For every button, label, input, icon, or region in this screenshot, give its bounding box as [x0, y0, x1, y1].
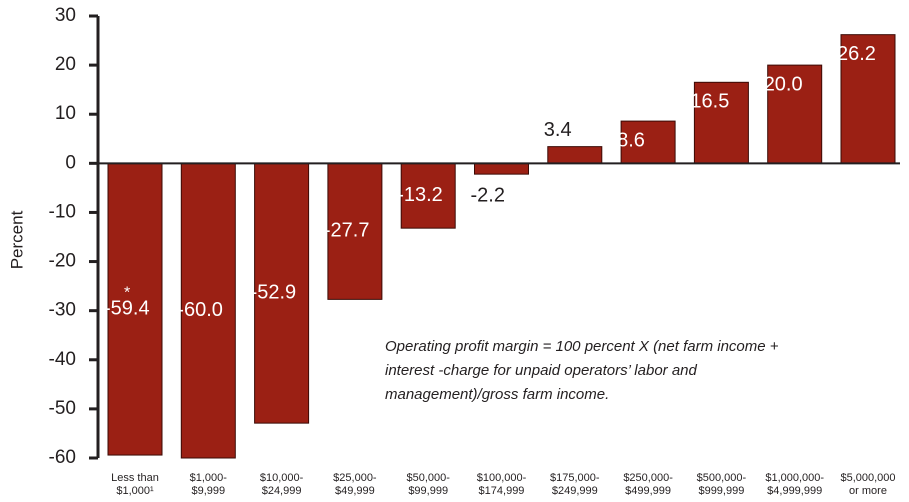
x-tick-label: $999,999: [698, 485, 744, 497]
x-tick-label: $50,000-: [406, 472, 450, 484]
bar: [547, 146, 603, 164]
x-tick-label: Less than: [111, 472, 159, 484]
annotation: management)/gross farm income.: [385, 386, 609, 403]
bar: [474, 162, 529, 175]
x-tick-label: $99,999: [408, 485, 448, 497]
value-label: -13.2: [397, 184, 443, 206]
bar: [693, 81, 749, 164]
bar: [620, 120, 676, 164]
x-tick-label: $175,000-: [550, 472, 600, 484]
x-tick-label: $1,000¹: [116, 485, 154, 497]
x-tick-label: $174,999: [479, 485, 525, 497]
y-tick-label: -20: [49, 251, 76, 272]
value-label: 8.6: [617, 129, 645, 151]
x-tick-label: $25,000-: [333, 472, 377, 484]
bar: [840, 34, 896, 164]
x-tick-label: $24,999: [262, 485, 302, 497]
value-label: -60.0: [177, 299, 223, 321]
value-label: 26.2: [837, 43, 876, 65]
value-label: -59.4: [104, 297, 150, 319]
x-tick-label: $100,000-: [477, 472, 527, 484]
value-label: -2.2: [471, 184, 505, 206]
x-tick-label: $249,999: [552, 485, 598, 497]
annotation: interest -charge for unpaid operators’ l…: [385, 362, 698, 379]
value-label: -52.9: [251, 282, 297, 304]
y-tick-label: 20: [55, 54, 76, 75]
x-tick-label: $5,000,000: [840, 472, 895, 484]
x-tick-label: $10,000-: [260, 472, 304, 484]
annotation: Operating profit margin = 100 percent X …: [385, 338, 779, 355]
bar: [400, 162, 456, 229]
y-tick-label: 0: [65, 152, 76, 173]
y-tick-label: 30: [55, 5, 76, 26]
x-tick-label: $500,000-: [697, 472, 747, 484]
value-label: 3.4: [544, 119, 572, 141]
value-label: -27.7: [324, 220, 370, 242]
x-tick-label: $49,999: [335, 485, 375, 497]
value-label: 16.5: [690, 91, 729, 113]
bar: [767, 64, 823, 164]
y-tick-label: -60: [49, 447, 76, 468]
x-tick-label: $1,000-: [190, 472, 228, 484]
y-tick-label: -50: [49, 398, 76, 419]
bar: [107, 162, 163, 456]
y-tick-label: -40: [49, 349, 76, 370]
bar: [180, 162, 236, 459]
bar: [254, 162, 310, 424]
value-label-marker: *: [124, 284, 130, 301]
y-tick-label: -10: [49, 201, 76, 222]
x-tick-label: $1,000,000-: [765, 472, 824, 484]
x-tick-label: $4,999,999: [767, 485, 822, 497]
x-tick-label: $250,000-: [623, 472, 673, 484]
x-tick-label: $9,999: [191, 485, 225, 497]
y-tick-label: 10: [55, 103, 76, 124]
bar: [327, 162, 383, 300]
x-tick-label: $499,999: [625, 485, 671, 497]
y-axis-label: Percent: [7, 210, 26, 269]
y-tick-label: -30: [49, 300, 76, 321]
x-tick-label: or more: [849, 485, 887, 497]
value-label: 20.0: [764, 73, 803, 95]
